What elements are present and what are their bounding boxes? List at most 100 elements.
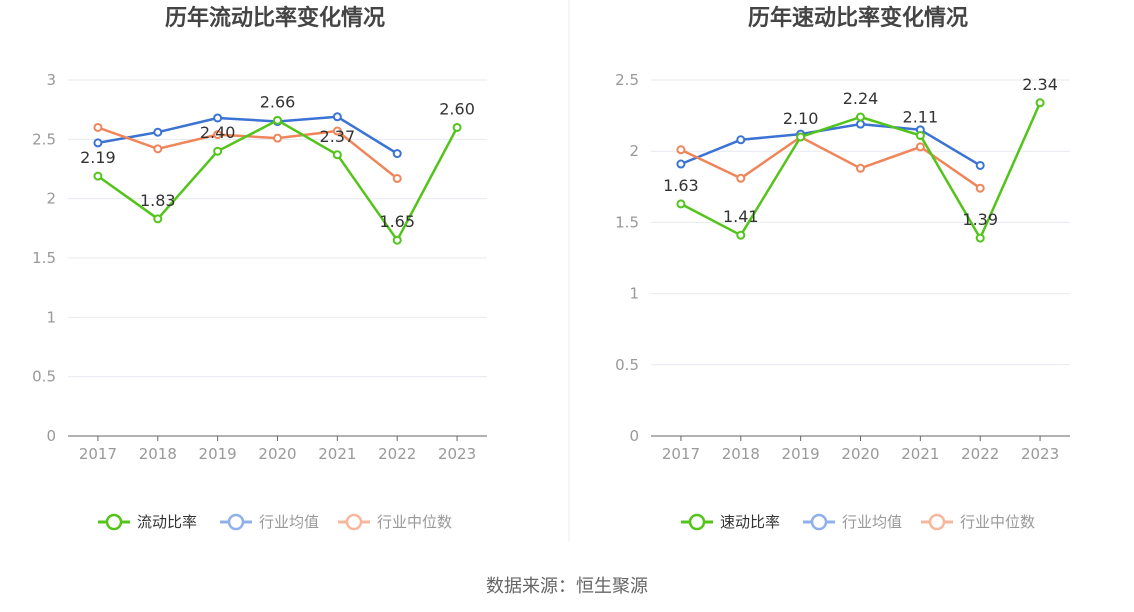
y-tick-label: 2: [46, 190, 56, 208]
data-point: [736, 173, 746, 183]
data-point: [856, 163, 865, 173]
chart-title: 历年流动比率变化情况: [165, 5, 385, 31]
y-tick-label: 1: [629, 285, 639, 303]
y-tick-label: 3: [46, 71, 56, 89]
data-label: 2.11: [903, 108, 939, 127]
data-point: [153, 214, 163, 224]
y-tick-label: 1.5: [615, 213, 639, 231]
data-point: [153, 144, 163, 154]
data-label: 1.41: [723, 207, 759, 226]
data-point: [273, 133, 282, 143]
data-point: [676, 199, 686, 209]
legend-item: 行业均值: [220, 513, 319, 531]
legend-label: 流动比率: [137, 513, 197, 531]
data-point: [332, 150, 342, 160]
data-source: 数据来源：恒生聚源: [486, 576, 648, 597]
data-point: [975, 233, 985, 243]
legend-label: 速动比率: [720, 513, 780, 531]
x-tick-label: 2020: [841, 445, 879, 463]
data-label: 1.39: [962, 210, 998, 229]
legend-label: 行业中位数: [960, 513, 1035, 531]
data-label: 2.40: [200, 123, 236, 142]
data-label: 2.34: [1022, 75, 1058, 94]
x-tick-label: 2017: [79, 445, 117, 463]
data-point: [856, 119, 865, 129]
legend-marker: [688, 513, 706, 531]
x-tick-label: 2021: [318, 445, 356, 463]
data-label: 1.63: [663, 176, 699, 195]
legend-marker: [928, 513, 946, 531]
legend-item: 行业均值: [803, 513, 902, 531]
y-tick-label: 2: [629, 142, 639, 160]
data-point: [915, 131, 925, 141]
data-point: [93, 171, 103, 181]
y-tick-label: 0: [46, 427, 56, 445]
data-point: [1035, 98, 1045, 108]
data-label: 2.19: [80, 148, 116, 167]
y-tick-label: 2.5: [32, 130, 56, 148]
data-point: [273, 115, 282, 125]
y-tick-label: 0.5: [615, 356, 639, 374]
legend-marker: [105, 513, 123, 531]
data-point: [796, 132, 806, 142]
data-point: [332, 112, 342, 122]
series-line-avg: [680, 122, 981, 167]
data-point: [736, 230, 746, 240]
legend-item: 行业中位数: [338, 513, 452, 531]
data-point: [332, 126, 342, 136]
legend-marker: [227, 513, 245, 531]
x-tick-label: 2023: [438, 445, 476, 463]
x-tick-label: 2022: [378, 445, 416, 463]
legend-label: 行业均值: [842, 513, 902, 531]
chart-title: 历年速动比率变化情况: [748, 5, 968, 31]
y-tick-label: 0: [629, 427, 639, 445]
x-tick-label: 2022: [961, 445, 999, 463]
x-tick-label: 2019: [199, 445, 237, 463]
legend-item: 行业中位数: [921, 513, 1035, 531]
legend-label: 行业中位数: [377, 513, 452, 531]
x-tick-label: 2018: [139, 445, 177, 463]
data-point: [915, 142, 925, 152]
data-point: [93, 138, 103, 148]
data-point: [213, 146, 223, 156]
x-tick-label: 2021: [901, 445, 939, 463]
x-tick-label: 2023: [1021, 445, 1059, 463]
data-label: 1.65: [379, 212, 415, 231]
chart-panel-1: 历年流动比率变化情况 0 0.5 1 1.5 2 2.5 3 2017 2018 2019 2020 2…: [32, 5, 487, 531]
data-point: [975, 160, 985, 170]
legend-item: 速动比率: [681, 513, 780, 531]
data-point: [213, 130, 223, 140]
data-point: [676, 145, 686, 155]
series-line-avg: [97, 115, 398, 155]
x-tick-label: 2019: [782, 445, 820, 463]
data-label: 2.10: [783, 109, 819, 128]
data-point: [452, 122, 462, 132]
legend-label: 行业均值: [259, 513, 319, 531]
data-point: [856, 112, 865, 122]
y-tick-label: 2.5: [615, 71, 639, 89]
data-point: [153, 127, 163, 137]
chart-panel-2: 历年速动比率变化情况 0 0.5 1 1.5 2 2.5 2017 2018 2019 2020 20…: [615, 5, 1070, 531]
data-point: [392, 235, 402, 245]
data-point: [975, 183, 985, 193]
data-point: [392, 149, 402, 159]
data-label: 2.24: [843, 89, 879, 108]
y-tick-label: 1.5: [32, 249, 56, 267]
legend-marker: [810, 513, 828, 531]
data-label: 2.66: [260, 92, 296, 111]
data-label: 2.60: [439, 99, 475, 118]
data-point: [392, 173, 402, 183]
y-tick-label: 1: [46, 308, 56, 326]
data-point: [736, 135, 746, 145]
data-point: [213, 113, 223, 123]
x-tick-label: 2020: [258, 445, 296, 463]
x-tick-label: 2018: [722, 445, 760, 463]
legend-item: 流动比率: [98, 513, 197, 531]
data-point: [93, 122, 103, 132]
data-point: [676, 159, 686, 169]
data-label: 2.37: [320, 127, 356, 146]
y-tick-label: 0.5: [32, 368, 56, 386]
data-label: 1.83: [140, 191, 176, 210]
legend-marker: [345, 513, 363, 531]
